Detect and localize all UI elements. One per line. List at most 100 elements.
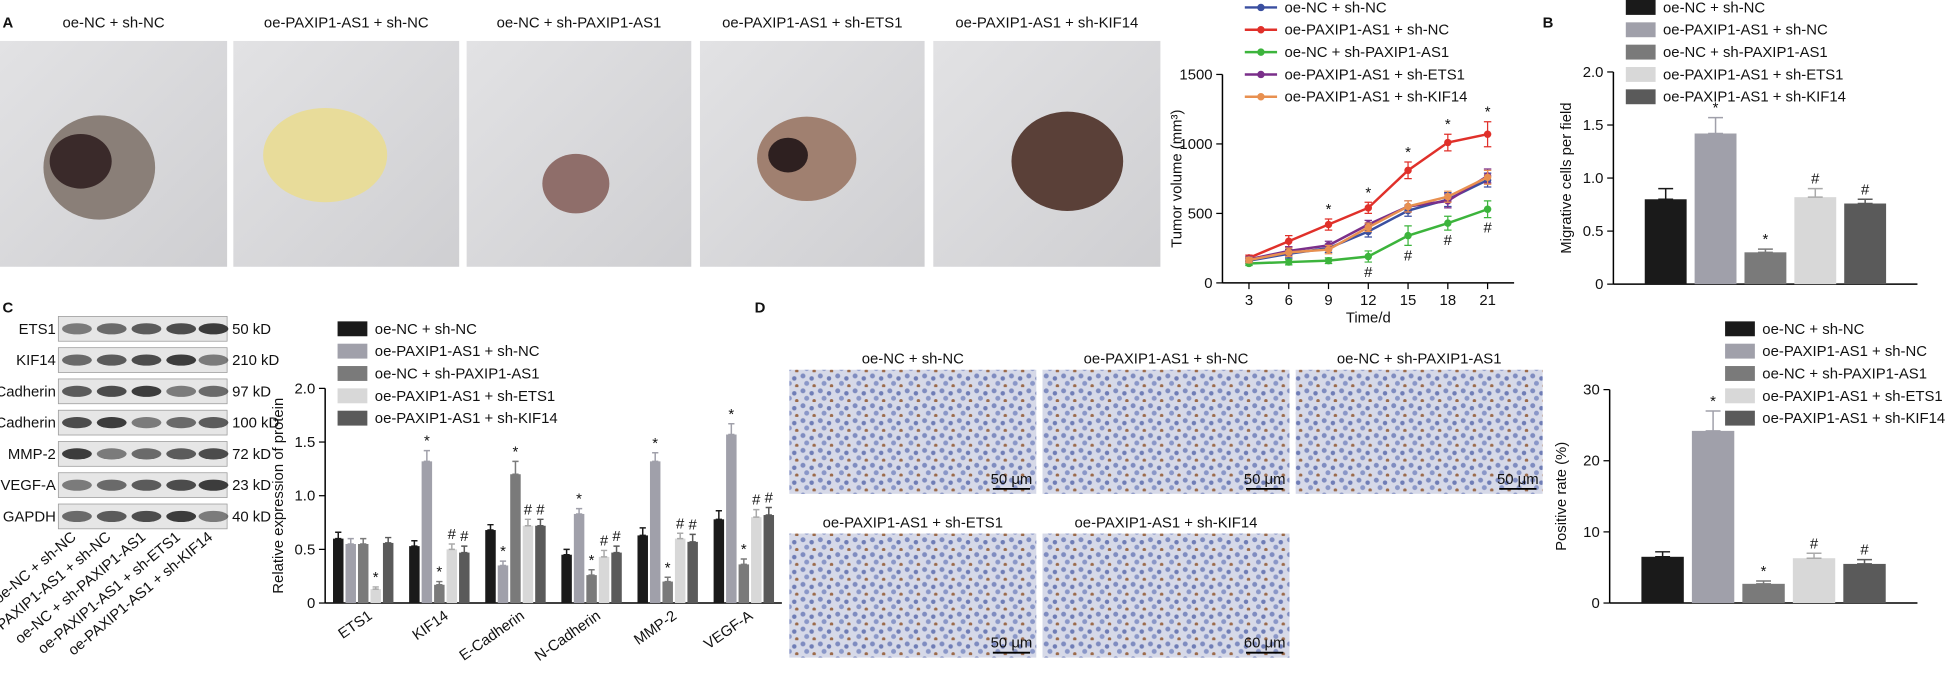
bar	[1843, 563, 1886, 604]
bar	[763, 515, 775, 604]
error-bar	[499, 560, 507, 567]
photo	[466, 40, 692, 267]
point	[1364, 223, 1373, 232]
blot-band	[198, 323, 229, 335]
significance: *	[576, 492, 582, 508]
legend-swatch	[337, 366, 368, 381]
error-bar	[360, 537, 367, 545]
significance: #	[536, 502, 545, 518]
legend-label: oe-PAXIP1-AS1 + sh-NC	[1663, 23, 1828, 39]
bar	[1742, 583, 1785, 604]
legend-swatch	[1725, 388, 1755, 404]
size-label: 100 kD	[232, 416, 279, 432]
bar	[434, 584, 445, 604]
legend-swatch	[1725, 343, 1755, 359]
point	[1404, 231, 1412, 240]
bar	[510, 474, 521, 604]
protein-label: GAPDH	[3, 509, 56, 525]
significance: *	[1326, 202, 1332, 218]
photo-label: oe-NC + sh-NC	[63, 15, 165, 31]
error-bar	[1857, 198, 1873, 205]
bar	[409, 546, 420, 604]
legend-label: oe-PAXIP1-AS1 + sh-KIF14	[375, 411, 558, 427]
blot-band	[62, 479, 92, 491]
error-bar	[461, 545, 468, 554]
bar	[674, 538, 686, 604]
protein-label: E-Cadherin	[0, 384, 56, 400]
significance: *	[741, 542, 747, 558]
bar	[535, 525, 546, 604]
error-bar	[728, 423, 735, 436]
x-axis-label: Time/d	[1346, 311, 1391, 327]
significance: *	[424, 434, 430, 450]
blot-band	[62, 510, 92, 523]
error-bar	[1857, 558, 1872, 565]
blot-band	[198, 479, 229, 491]
legend-label: oe-NC + sh-NC	[1762, 322, 1864, 338]
legend-label: oe-PAXIP1-AS1 + sh-ETS1	[375, 389, 555, 405]
error-bar	[639, 527, 646, 537]
protein-label: KIF14	[16, 353, 56, 369]
scale-label: 50 μm	[991, 636, 1033, 652]
blot-band	[62, 417, 92, 429]
legend-marker	[1257, 3, 1265, 12]
error-bar	[1806, 552, 1822, 559]
bar	[370, 589, 381, 604]
point	[1285, 248, 1293, 257]
protein-label: N-Cadherin	[0, 416, 56, 432]
blot-band	[166, 323, 197, 335]
x-tick-label: 21	[1479, 293, 1496, 309]
tumor-photos	[0, 40, 1161, 267]
bar	[497, 565, 509, 604]
bar	[649, 461, 661, 604]
error-bar	[1658, 187, 1674, 201]
y-tick-label: 1.0	[1583, 171, 1604, 187]
legend-swatch	[1625, 67, 1656, 82]
x-tick-label: ETS1	[336, 608, 376, 642]
significance: *	[1365, 185, 1371, 201]
y-tick-label: 0	[1204, 276, 1212, 292]
point	[1364, 252, 1373, 261]
y-axis-label: Relative expression of protein	[271, 398, 287, 594]
point	[1444, 193, 1452, 201]
blot-band	[131, 510, 162, 523]
blot-band	[166, 479, 197, 491]
bar	[611, 552, 622, 604]
significance: *	[1445, 117, 1451, 133]
blot-band	[131, 417, 162, 429]
blot-band	[96, 385, 127, 397]
x-tick-label: 15	[1400, 293, 1417, 309]
significance: *	[652, 436, 658, 452]
blot-band	[131, 323, 162, 335]
error-bar	[715, 509, 722, 521]
tumor	[1011, 111, 1124, 211]
legend-swatch	[337, 410, 368, 426]
bar	[345, 544, 356, 604]
photo-label: oe-PAXIP1-AS1 + sh-ETS1	[722, 15, 902, 31]
error-bar	[537, 518, 544, 527]
significance: #	[1483, 220, 1492, 236]
bar	[726, 434, 737, 604]
x-tick-label: 9	[1324, 293, 1332, 309]
significance: #	[612, 529, 621, 545]
legend-swatch	[337, 343, 368, 359]
blot-band	[96, 510, 127, 523]
bar	[1694, 133, 1737, 285]
blot-band	[166, 354, 197, 366]
legend-marker	[1257, 48, 1265, 56]
panel-letter: A	[2, 15, 13, 31]
panel-letter: D	[755, 301, 766, 317]
panel-letter: B	[1543, 15, 1554, 31]
y-tick-label: 500	[1188, 206, 1213, 222]
bar	[485, 530, 496, 604]
error-bar	[411, 540, 418, 547]
significance: #	[1364, 265, 1373, 281]
error-bar	[1757, 248, 1773, 254]
bar	[637, 535, 648, 604]
ihc-image	[789, 369, 1037, 494]
point	[1324, 245, 1333, 254]
panel-letter: C	[2, 301, 13, 317]
bar	[1691, 430, 1735, 604]
blot-band	[131, 448, 162, 460]
